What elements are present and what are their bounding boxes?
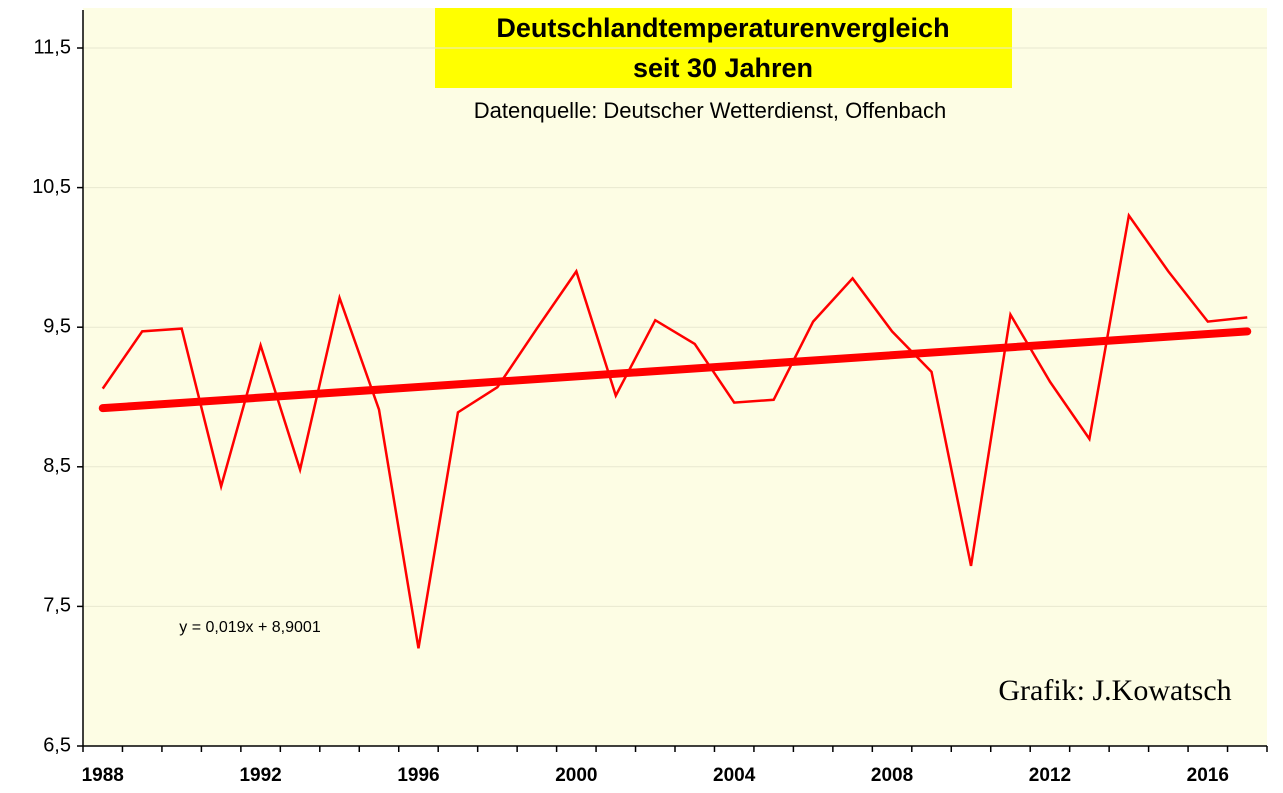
trend-equation: y = 0,019x + 8,9001 <box>179 619 321 636</box>
credit: Grafik: J.Kowatsch <box>998 674 1231 707</box>
x-tick-label: 1996 <box>397 765 439 786</box>
x-tick-label: 1988 <box>82 765 124 786</box>
x-tick-label: 1992 <box>239 765 281 786</box>
y-tick-label: 7,5 <box>43 595 71 617</box>
y-tick-label: 11,5 <box>34 36 71 58</box>
y-tick-label: 6,5 <box>43 734 71 756</box>
plot-background <box>83 8 1267 746</box>
x-tick-label: 2016 <box>1187 765 1229 786</box>
chart-title-line2: seit 30 Jahren <box>633 53 813 83</box>
y-tick-label: 9,5 <box>43 315 71 337</box>
x-tick-label: 2008 <box>871 765 913 786</box>
chart-subtitle: Datenquelle: Deutscher Wetterdienst, Off… <box>474 98 946 123</box>
y-tick-label: 10,5 <box>32 176 71 198</box>
y-tick-label: 8,5 <box>43 455 71 477</box>
x-tick-label: 2004 <box>713 765 756 786</box>
chart-title: Deutschlandtemperaturenvergleich <box>496 13 949 43</box>
x-tick-label: 2000 <box>555 765 597 786</box>
x-tick-label: 2012 <box>1029 765 1071 786</box>
trend-line <box>98 327 1252 413</box>
data-line <box>101 212 1248 649</box>
